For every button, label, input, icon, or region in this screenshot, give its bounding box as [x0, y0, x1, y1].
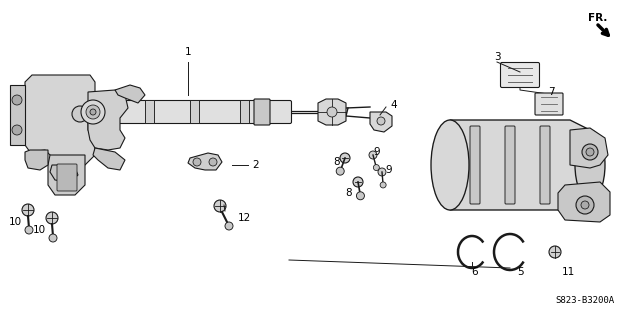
- FancyBboxPatch shape: [535, 93, 563, 115]
- Circle shape: [581, 201, 589, 209]
- Text: 12: 12: [238, 213, 252, 223]
- Circle shape: [193, 158, 201, 166]
- Circle shape: [373, 165, 380, 171]
- Text: 3: 3: [493, 52, 500, 62]
- Circle shape: [353, 177, 363, 187]
- Ellipse shape: [431, 120, 469, 210]
- Circle shape: [378, 168, 386, 176]
- Circle shape: [377, 117, 385, 125]
- Circle shape: [576, 196, 594, 214]
- Text: 1: 1: [185, 47, 191, 57]
- Circle shape: [340, 153, 350, 163]
- Circle shape: [336, 167, 344, 175]
- Polygon shape: [48, 155, 85, 195]
- Circle shape: [25, 226, 33, 234]
- Text: 2: 2: [252, 160, 259, 170]
- FancyBboxPatch shape: [241, 100, 250, 123]
- Text: 7: 7: [548, 87, 555, 97]
- Text: S823-B3200A: S823-B3200A: [555, 296, 614, 305]
- Ellipse shape: [575, 130, 605, 200]
- Text: 4: 4: [390, 100, 397, 110]
- Text: 9: 9: [385, 165, 392, 175]
- Circle shape: [86, 105, 100, 119]
- Circle shape: [12, 95, 22, 105]
- Text: FR.: FR.: [588, 13, 607, 23]
- Polygon shape: [25, 150, 48, 170]
- FancyBboxPatch shape: [145, 100, 154, 123]
- Text: 8: 8: [333, 157, 340, 167]
- Circle shape: [81, 100, 105, 124]
- FancyBboxPatch shape: [505, 126, 515, 204]
- Text: 10: 10: [33, 225, 46, 235]
- Circle shape: [49, 234, 57, 242]
- Polygon shape: [93, 148, 125, 170]
- FancyBboxPatch shape: [93, 100, 291, 123]
- Text: 11: 11: [562, 267, 575, 277]
- Circle shape: [356, 192, 364, 200]
- FancyBboxPatch shape: [57, 164, 77, 191]
- Circle shape: [380, 182, 386, 188]
- Circle shape: [582, 144, 598, 160]
- Circle shape: [72, 106, 88, 122]
- Text: 9: 9: [373, 147, 380, 157]
- Polygon shape: [450, 120, 590, 210]
- Circle shape: [586, 148, 594, 156]
- Polygon shape: [25, 75, 95, 168]
- Text: 8: 8: [346, 188, 352, 198]
- Circle shape: [327, 107, 337, 117]
- FancyBboxPatch shape: [191, 100, 200, 123]
- Polygon shape: [10, 85, 25, 145]
- FancyBboxPatch shape: [254, 99, 270, 125]
- Polygon shape: [318, 99, 346, 125]
- Circle shape: [209, 158, 217, 166]
- Polygon shape: [570, 128, 608, 168]
- Circle shape: [12, 125, 22, 135]
- Circle shape: [22, 204, 34, 216]
- Text: 5: 5: [516, 267, 524, 277]
- Polygon shape: [50, 165, 78, 182]
- Text: 10: 10: [9, 217, 22, 227]
- Circle shape: [225, 222, 233, 230]
- Text: 6: 6: [472, 267, 478, 277]
- Polygon shape: [370, 112, 392, 132]
- Circle shape: [46, 212, 58, 224]
- Polygon shape: [188, 153, 222, 170]
- Circle shape: [369, 151, 377, 159]
- Polygon shape: [88, 90, 128, 150]
- Circle shape: [549, 246, 561, 258]
- Circle shape: [214, 200, 226, 212]
- FancyBboxPatch shape: [540, 126, 550, 204]
- FancyBboxPatch shape: [500, 63, 540, 87]
- Circle shape: [90, 109, 96, 115]
- FancyBboxPatch shape: [470, 126, 480, 204]
- Polygon shape: [115, 85, 145, 103]
- Polygon shape: [558, 182, 610, 222]
